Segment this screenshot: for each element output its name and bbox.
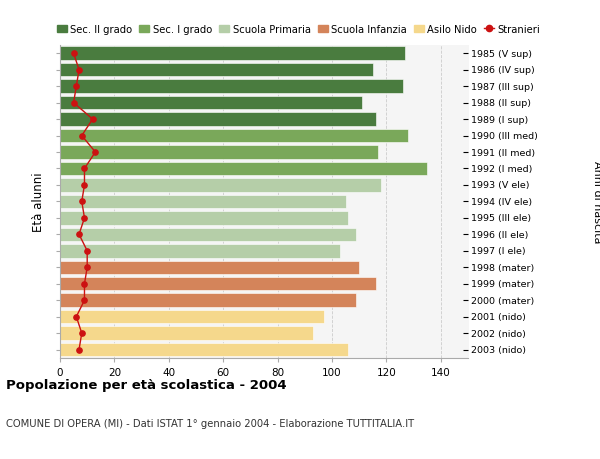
Text: 2001 (nido): 2001 (nido): [471, 313, 526, 321]
Bar: [60, 162, 427, 176]
Bar: [60, 146, 378, 159]
Bar: [60, 97, 362, 110]
Legend: Sec. II grado, Sec. I grado, Scuola Primaria, Scuola Infanzia, Asilo Nido, Stran: Sec. II grado, Sec. I grado, Scuola Prim…: [57, 25, 541, 35]
Text: 1992 (I med): 1992 (I med): [471, 165, 532, 174]
Text: Anni di nascita: Anni di nascita: [592, 161, 600, 243]
Text: 1987 (III sup): 1987 (III sup): [471, 83, 534, 91]
Text: 2002 (nido): 2002 (nido): [471, 329, 526, 338]
Bar: [60, 113, 376, 127]
Text: 1998 (mater): 1998 (mater): [471, 263, 534, 272]
Bar: [60, 80, 403, 94]
Text: 1997 (I ele): 1997 (I ele): [471, 247, 526, 256]
Text: 1989 (I sup): 1989 (I sup): [471, 115, 528, 124]
Bar: [60, 47, 406, 61]
Text: 1993 (V ele): 1993 (V ele): [471, 181, 530, 190]
Text: 1991 (II med): 1991 (II med): [471, 148, 535, 157]
Text: 2000 (mater): 2000 (mater): [471, 296, 534, 305]
Text: 1985 (V sup): 1985 (V sup): [471, 50, 532, 59]
Text: 1990 (III med): 1990 (III med): [471, 132, 538, 141]
Text: 1986 (IV sup): 1986 (IV sup): [471, 66, 535, 75]
Bar: [60, 294, 356, 307]
Bar: [60, 195, 346, 209]
Text: 1999 (mater): 1999 (mater): [471, 280, 534, 289]
Bar: [60, 64, 373, 77]
Bar: [60, 327, 313, 340]
Text: Popolazione per età scolastica - 2004: Popolazione per età scolastica - 2004: [6, 379, 287, 392]
Bar: [60, 343, 349, 357]
Text: COMUNE DI OPERA (MI) - Dati ISTAT 1° gennaio 2004 - Elaborazione TUTTITALIA.IT: COMUNE DI OPERA (MI) - Dati ISTAT 1° gen…: [6, 418, 414, 428]
Text: 1994 (IV ele): 1994 (IV ele): [471, 197, 532, 207]
Bar: [60, 179, 381, 192]
Bar: [60, 277, 376, 291]
Y-axis label: Età alunni: Età alunni: [32, 172, 46, 232]
Bar: [60, 245, 340, 258]
Bar: [60, 129, 408, 143]
Text: 1996 (II ele): 1996 (II ele): [471, 230, 529, 239]
Bar: [60, 228, 356, 241]
Text: 1988 (II sup): 1988 (II sup): [471, 99, 531, 108]
Bar: [60, 310, 324, 324]
Text: 1995 (III ele): 1995 (III ele): [471, 214, 531, 223]
Text: 2003 (nido): 2003 (nido): [471, 345, 526, 354]
Bar: [60, 212, 349, 225]
Bar: [60, 261, 359, 274]
